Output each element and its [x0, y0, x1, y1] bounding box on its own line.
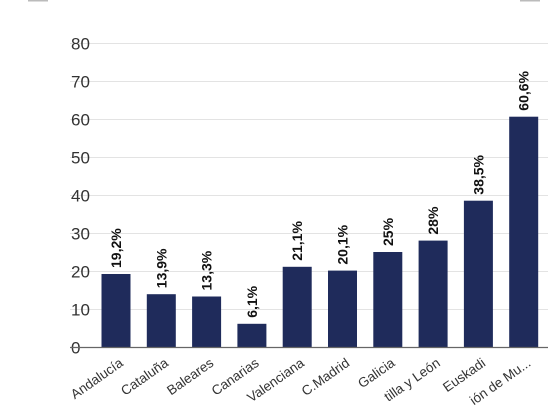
x-tick-label: Baleares [164, 355, 216, 398]
x-axis: AndalucíaCataluñaBalearesCanariasValenci… [68, 355, 533, 408]
bar [101, 274, 131, 347]
data-label: 19,2% [108, 228, 124, 268]
x-tick-label: Cataluña [118, 355, 171, 399]
data-label: 13,9% [153, 248, 169, 288]
data-label: 60,6% [516, 70, 532, 110]
bar [146, 294, 176, 347]
bar [373, 252, 403, 347]
bar [463, 200, 493, 347]
data-label: 38,5% [470, 154, 486, 194]
y-tick-label: 80 [71, 35, 90, 54]
data-label: 25% [380, 217, 396, 246]
data-label: 13,3% [199, 250, 215, 290]
y-tick-label: 10 [71, 301, 90, 320]
y-tick-label: 50 [71, 149, 90, 168]
bar [192, 296, 222, 347]
bar [509, 116, 539, 347]
x-tick-label: C.Madrid [299, 355, 352, 399]
bar [418, 240, 448, 347]
data-label: 21,1% [289, 221, 305, 261]
data-label: 6,1% [244, 285, 260, 317]
bar [237, 323, 267, 347]
bars [70, 116, 548, 349]
data-label: 28% [425, 206, 441, 235]
data-labels: 19,2% 13,9% 13,3% 6,1% 21,1% 20,1% 25% 28% 38,5%… [108, 70, 532, 317]
data-label: 20,1% [335, 224, 351, 264]
x-tick-label: Andalucía [68, 355, 126, 402]
y-tick-label: 30 [71, 225, 90, 244]
bar [282, 266, 312, 347]
y-tick-label: 60 [71, 111, 90, 130]
bar [328, 270, 357, 347]
y-tick-label: 40 [71, 187, 90, 206]
y-tick-label: 20 [71, 263, 90, 282]
y-tick-label: 70 [71, 73, 90, 92]
